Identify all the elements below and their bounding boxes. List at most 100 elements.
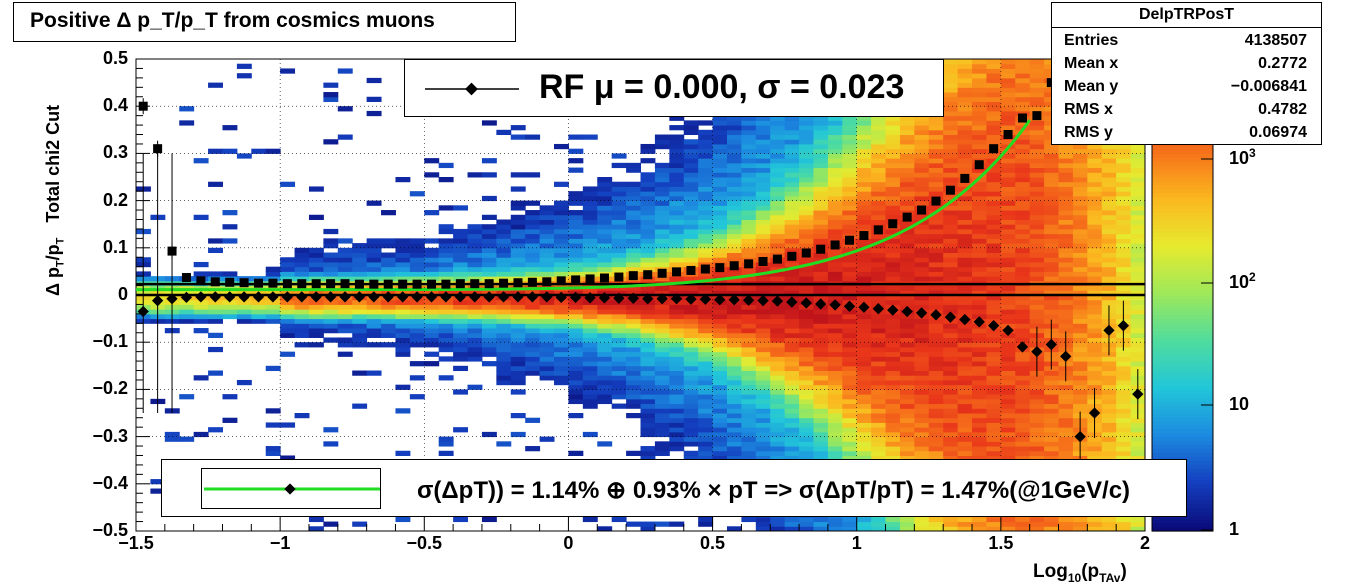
- heatmap-cell: [1000, 346, 1016, 353]
- heatmap-cell: [1015, 143, 1031, 150]
- heatmap-cell: [986, 172, 1002, 178]
- heatmap-cell: [784, 403, 800, 409]
- heatmap-cell: [597, 257, 613, 263]
- heatmap-cell: [1087, 200, 1103, 206]
- heatmap-cell: [712, 219, 728, 225]
- heatmap-cell: [770, 446, 786, 452]
- heatmap-cell: [698, 285, 714, 291]
- mean-marker: [1132, 388, 1144, 400]
- mean-marker: [1103, 324, 1115, 337]
- heatmap-cell: [943, 436, 959, 442]
- heatmap-cell: [294, 257, 310, 263]
- heatmap-cell: [755, 186, 771, 192]
- heatmap-cell: [438, 304, 454, 310]
- heatmap-cell: [554, 271, 569, 277]
- heatmap-cell: [568, 195, 584, 202]
- heatmap-cell: [726, 290, 742, 296]
- heatmap-cell: [1130, 450, 1146, 456]
- heatmap-cell: [1072, 158, 1088, 164]
- heatmap-cell: [784, 271, 800, 277]
- heatmap-cell: [409, 266, 425, 272]
- heatmap-cell: [885, 125, 901, 131]
- heatmap-cell: [683, 309, 699, 315]
- heatmap-cell: [1015, 309, 1031, 315]
- heatmap-cell: [770, 148, 786, 154]
- heatmap-cell: [626, 219, 641, 225]
- heatmap-cell: [856, 408, 872, 414]
- heatmap-cell: [899, 276, 915, 282]
- heatmap-cell: [899, 125, 915, 131]
- heatmap-cell: [943, 394, 959, 400]
- heatmap-cell: [799, 172, 814, 178]
- heatmap-cell: [986, 228, 1002, 235]
- heatmap-cell: [539, 304, 555, 310]
- heatmap-cell: [669, 276, 685, 282]
- heatmap-cell: [741, 413, 757, 419]
- mean-marker: [1088, 407, 1101, 419]
- heatmap-cell: [424, 328, 440, 334]
- heatmap-cell: [972, 134, 987, 140]
- heatmap-cell: [986, 214, 1002, 220]
- heatmap-cell: [1072, 389, 1088, 395]
- heatmap-cell: [885, 129, 901, 136]
- heatmap-cell: [352, 257, 368, 263]
- heatmap-cell: [755, 219, 771, 225]
- heatmap-cell: [150, 479, 166, 485]
- heatmap-cell: [813, 143, 829, 150]
- heatmap-cell: [1029, 431, 1045, 438]
- mean-marker: [872, 303, 884, 315]
- heatmap-cell: [568, 261, 584, 268]
- heatmap-cell: [1000, 408, 1016, 414]
- heatmap-cell: [741, 125, 757, 131]
- heatmap-cell: [885, 398, 901, 405]
- heatmap-cell: [1101, 148, 1117, 154]
- heatmap-cell: [784, 361, 800, 367]
- heatmap-cell: [928, 261, 944, 268]
- heatmap-cell: [914, 266, 930, 272]
- stats-key: Mean x: [1064, 55, 1119, 72]
- heatmap-cell: [496, 328, 512, 334]
- heatmap-cell: [726, 413, 742, 419]
- mean-marker: [843, 300, 856, 312]
- heatmap-cell: [813, 148, 829, 154]
- heatmap-cell: [164, 436, 180, 442]
- heatmap-cell: [871, 214, 887, 220]
- heatmap-cell: [582, 389, 598, 395]
- heatmap-cell: [712, 446, 728, 452]
- heatmap-cell: [669, 261, 685, 268]
- heatmap-cell: [1087, 181, 1103, 187]
- heatmap-cell: [784, 318, 800, 324]
- heatmap-cell: [799, 129, 814, 136]
- heatmap-cell: [1015, 417, 1031, 423]
- heatmap-cell: [611, 356, 627, 362]
- heatmap-cell: [683, 153, 699, 159]
- heatmap-cell: [741, 285, 757, 291]
- heatmap-cell: [1130, 521, 1146, 527]
- heatmap-cell: [568, 167, 584, 173]
- heatmap-cell: [1101, 285, 1117, 291]
- heatmap-cell: [986, 413, 1002, 419]
- heatmap-cell: [799, 120, 814, 126]
- heatmap-cell: [1044, 177, 1060, 183]
- heatmap-cell: [539, 342, 555, 348]
- heatmap-cell: [827, 379, 843, 386]
- heatmap-cell: [784, 143, 800, 150]
- heatmap-cell: [726, 214, 742, 220]
- heatmap-cell: [1130, 233, 1146, 239]
- palette-segment: [1152, 263, 1213, 269]
- heatmap-cell: [352, 266, 368, 272]
- heatmap-cell: [712, 455, 728, 461]
- heatmap-cell: [986, 129, 1002, 136]
- heatmap-cell: [626, 195, 641, 202]
- heatmap-cell: [554, 219, 569, 225]
- heatmap-cell: [539, 328, 555, 334]
- heatmap-cell: [755, 521, 771, 527]
- heatmap-cell: [1029, 323, 1045, 329]
- heatmap-cell: [381, 271, 396, 277]
- heatmap-cell: [755, 115, 771, 121]
- heatmap-cell: [683, 186, 699, 192]
- heatmap-cell: [1000, 309, 1016, 315]
- heatmap-cell: [885, 139, 901, 145]
- heatmap-cell: [1000, 162, 1016, 169]
- heatmap-cell: [770, 328, 786, 334]
